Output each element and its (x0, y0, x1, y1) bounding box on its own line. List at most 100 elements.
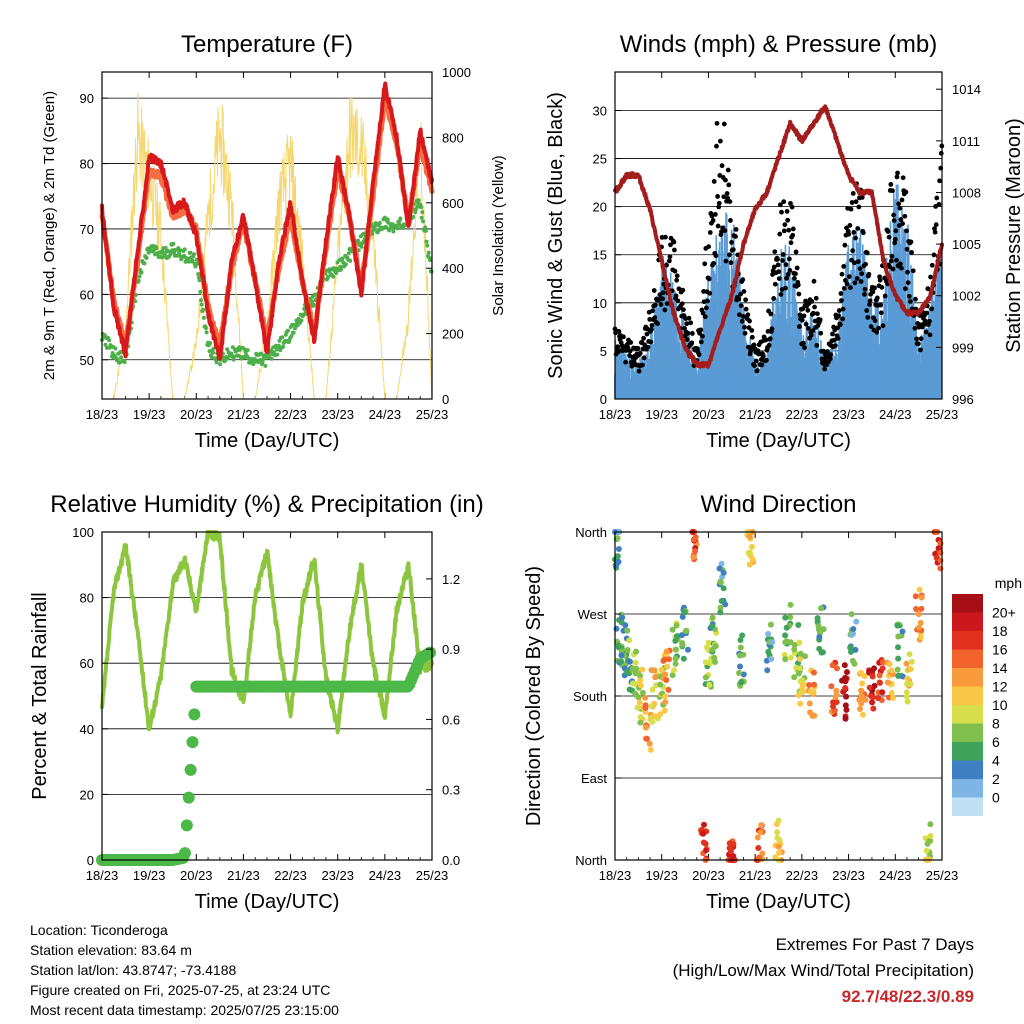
gust-point (641, 355, 647, 361)
y-tick-label-2-4: 80 (80, 591, 94, 606)
direction-point (927, 832, 934, 839)
gust-point (905, 269, 911, 275)
direction-point (665, 686, 672, 693)
gust-point (836, 308, 842, 313)
plot-border-1 (614, 71, 943, 400)
direction-point (871, 682, 878, 689)
direction-point (899, 673, 906, 680)
gust-point (932, 229, 938, 235)
dewpoint-point (201, 307, 206, 312)
legend-label-8: 4 (992, 753, 1000, 769)
gust-point (788, 201, 793, 206)
dewpoint-point (107, 338, 112, 343)
direction-point (738, 679, 745, 686)
gust-point (739, 318, 745, 324)
direction-point (875, 695, 882, 702)
gust-point (788, 240, 794, 246)
x-tick-label-3-3: 21/23 (739, 868, 772, 883)
dewpoint-point (137, 274, 142, 279)
gust-point (894, 257, 899, 263)
gust-point (934, 195, 940, 201)
x-tick-label-1-4: 22/23 (786, 407, 819, 422)
gust-point (892, 236, 898, 242)
gust-point (726, 252, 732, 258)
chart-title-1: Winds (mph) & Pressure (mb) (620, 31, 937, 58)
gust-point (805, 326, 811, 331)
gust-point (827, 356, 833, 362)
dewpoint-point (299, 318, 304, 323)
gust-point (862, 286, 868, 292)
gust-point (776, 269, 782, 275)
direction-point (884, 679, 891, 686)
direction-point (795, 692, 802, 699)
direction-point (746, 561, 753, 568)
direction-point (853, 618, 860, 625)
gust-point (791, 276, 797, 281)
gust-point (800, 340, 806, 346)
gust-point (914, 336, 919, 342)
gust-point (700, 310, 706, 316)
gust-point (855, 226, 861, 231)
gust-point (668, 242, 673, 248)
direction-point (917, 633, 924, 640)
direction-point (843, 693, 850, 700)
dewpoint-series (100, 198, 434, 368)
direction-point (626, 637, 633, 644)
direction-point (722, 601, 729, 608)
plot-border-0 (101, 71, 433, 400)
y2-tick-label-1-6: 1014 (952, 82, 981, 97)
gust-point (754, 368, 760, 373)
precip-point (178, 847, 191, 860)
gust-point (927, 332, 933, 338)
direction-point (615, 558, 622, 565)
direction-point (749, 556, 756, 563)
direction-point (737, 644, 744, 651)
direction-point (797, 650, 804, 657)
direction-point (816, 645, 823, 652)
legend-swatch-11 (952, 797, 983, 816)
direction-point (673, 622, 680, 629)
direction-point (773, 821, 780, 828)
direction-point (681, 609, 688, 616)
legend-swatch-4 (952, 668, 983, 687)
x-tick-label-3-0: 18/23 (599, 868, 632, 883)
dewpoint-point (204, 330, 209, 335)
dewpoint-point (104, 345, 109, 350)
precip-point (182, 791, 195, 804)
direction-point (791, 642, 798, 649)
direction-point (748, 543, 755, 550)
direction-point (672, 646, 679, 653)
dewpoint-point (424, 239, 429, 244)
gust-point (805, 307, 811, 313)
dewpoint-point (199, 302, 204, 307)
gust-point (688, 320, 694, 326)
gust-point (730, 247, 736, 253)
chart-title-2: Relative Humidity (%) & Precipitation (i… (50, 491, 483, 518)
gust-point (925, 286, 931, 292)
gust-point (898, 217, 904, 222)
x-axis-label-3: Time (Day/UTC) (706, 891, 851, 913)
direction-point (632, 659, 639, 666)
gust-point (828, 352, 834, 358)
legend-label-5: 10 (992, 697, 1008, 713)
gust-point (918, 347, 923, 353)
direction-point (871, 665, 878, 672)
direction-point (829, 662, 836, 669)
direction-point (712, 643, 719, 650)
gust-point (728, 260, 734, 266)
gust-point (713, 253, 719, 259)
direction-point (672, 655, 679, 662)
gust-point (726, 182, 732, 188)
direction-point (842, 685, 849, 692)
dewpoint-point (289, 334, 294, 339)
gust-point (812, 304, 817, 310)
gust-point (655, 321, 661, 326)
gust-point (855, 259, 861, 265)
legend-swatch-3 (952, 649, 983, 668)
y-tick-label-1-0: 0 (600, 392, 607, 407)
gust-point (641, 335, 646, 341)
direction-point (637, 714, 644, 721)
gust-point (809, 298, 815, 304)
direction-point (648, 703, 655, 710)
direction-point (842, 674, 849, 681)
